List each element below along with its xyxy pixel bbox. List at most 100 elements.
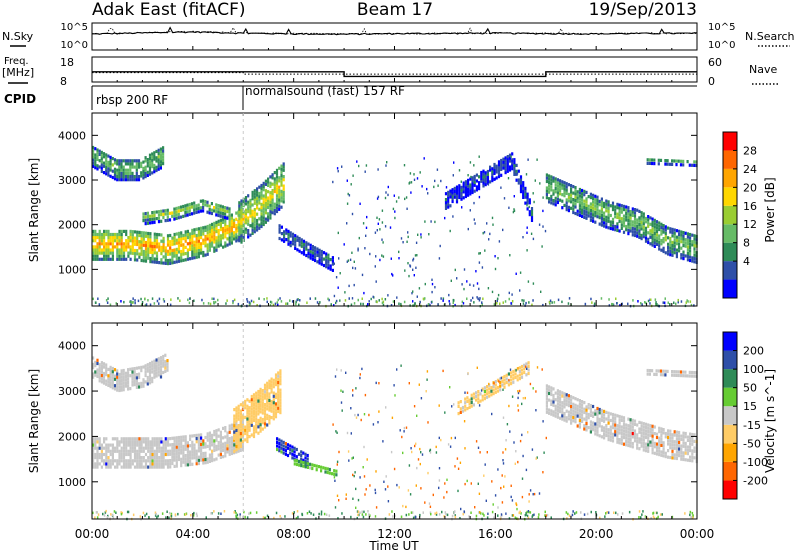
heatmap-cell [151,297,154,300]
heatmap-cell [682,257,685,261]
heatmap-cell [242,235,245,239]
heatmap-cell [173,464,176,468]
heatmap-cell [482,175,485,179]
heatmap-cell [188,209,191,213]
heatmap-cell [675,238,678,242]
heatmap-cell [519,271,522,274]
heatmap-cell [362,222,365,225]
heatmap-cell [162,446,165,450]
heatmap-cell [96,446,99,450]
heatmap-cell [280,196,283,200]
heatmap-cell [138,255,141,259]
heatmap-cell [185,512,188,515]
heatmap-cell [328,514,331,517]
heatmap-cell [171,255,174,259]
heatmap-cell [691,442,694,446]
heatmap-cell [103,462,106,466]
heatmap-cell [140,161,143,165]
heatmap-cell [282,193,285,198]
heatmap-cell [264,217,267,221]
heatmap-cell [327,297,329,301]
heatmap-cell [481,394,484,398]
heatmap-cell [651,447,654,451]
heatmap-cell [219,243,222,247]
heatmap-cell [460,185,463,189]
heatmap-cell [651,237,654,241]
heatmap-cell [678,239,681,243]
heatmap-cell [611,221,615,225]
heatmap-cell [256,212,259,216]
heatmap-cell [444,192,448,196]
heatmap-cell [162,212,165,216]
heatmap-cell [506,166,509,170]
heatmap-cell [280,446,283,450]
heatmap-cell [164,446,167,450]
heatmap-cell [594,204,597,208]
heatmap-cell [186,456,189,461]
heatmap-cell [508,168,512,172]
heatmap-cell [691,455,694,460]
heatmap-cell [638,222,641,226]
heatmap-cell [404,197,406,201]
heatmap-cell [411,292,413,295]
heatmap-cell [100,166,103,170]
heatmap-cell [289,231,292,235]
heatmap-cell [260,215,263,219]
heatmap-cell [267,180,270,184]
heatmap-cell [159,368,163,373]
heatmap-cell [266,413,269,417]
heatmap-cell [230,423,233,427]
heatmap-cell [171,252,174,256]
heatmap-cell [482,169,485,173]
heatmap-cell [653,235,656,239]
heatmap-cell [669,455,672,460]
heatmap-cell [669,442,672,446]
heatmap-cell [581,406,584,410]
heatmap-cell [659,158,663,162]
heatmap-cell [247,229,250,233]
heatmap-cell [269,184,272,188]
heatmap-cell [148,166,152,170]
heatmap-cell [542,225,544,228]
heatmap-cell [111,169,114,173]
heatmap-cell [189,462,192,467]
heatmap-cell [147,465,150,469]
heatmap-cell [673,244,676,248]
heatmap-cell [426,378,428,381]
heatmap-cell [228,230,231,234]
heatmap-cell [327,256,330,260]
heatmap-cell [279,407,282,411]
heatmap-cell [215,435,218,439]
heatmap-cell [673,238,676,242]
heatmap-cell [502,451,504,454]
heatmap-cell [414,444,416,448]
heatmap-cell [625,218,628,222]
heatmap-cell [684,241,687,245]
heatmap-cell [655,242,659,246]
heatmap-cell [94,462,97,466]
heatmap-cell [94,452,97,457]
heatmap-cell [480,170,483,175]
heatmap-cell [346,260,348,263]
heatmap-cell [280,516,283,520]
heatmap-cell [274,411,278,416]
heatmap-cell [548,197,551,201]
heatmap-cell [336,431,338,434]
heatmap-cell [180,435,183,439]
heatmap-cell [166,462,170,466]
heatmap-cell [217,210,220,214]
heatmap-cell [653,218,656,222]
heatmap-cell [614,420,617,424]
heatmap-cell [576,404,579,408]
heatmap-cell [592,203,595,207]
heatmap-cell [291,232,295,236]
heatmap-cell [213,429,216,434]
heatmap-cell [529,382,532,386]
heatmap-cell [585,405,588,409]
heatmap-cell [488,390,491,395]
heatmap-cell [669,303,671,306]
heatmap-cell [614,205,617,209]
heatmap-cell [675,437,678,441]
heatmap-cell [426,187,428,191]
heatmap-cell [147,440,150,444]
